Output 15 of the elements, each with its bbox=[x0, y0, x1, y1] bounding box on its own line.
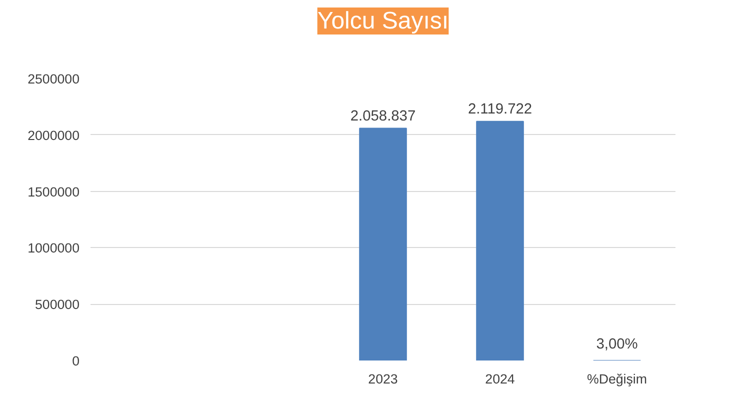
data-label: 2.119.722 bbox=[468, 101, 532, 118]
y-tick-label: 1500000 bbox=[28, 184, 80, 200]
data-label: 2.058.837 bbox=[350, 108, 416, 124]
y-tick-label: 500000 bbox=[35, 297, 80, 312]
x-tick-label: %Değişim bbox=[587, 372, 648, 386]
data-label: 3,00% bbox=[596, 336, 638, 352]
y-tick-label: 2500000 bbox=[28, 72, 80, 86]
y-tick-label: 2000000 bbox=[28, 128, 80, 143]
bar bbox=[476, 120, 524, 360]
chart-title: Yolcu Sayısı bbox=[317, 8, 449, 34]
x-tick-label: 2023 bbox=[368, 372, 398, 386]
y-tick-label: 1000000 bbox=[28, 240, 80, 256]
bar bbox=[359, 128, 407, 360]
x-tick-label: 2024 bbox=[485, 372, 516, 386]
y-tick-label: 0 bbox=[72, 354, 80, 368]
